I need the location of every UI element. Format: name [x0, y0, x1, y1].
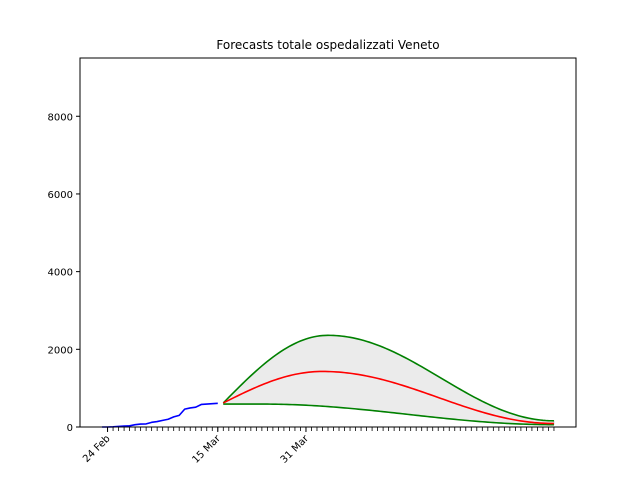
chart-title: Forecasts totale ospedalizzati Veneto [216, 38, 439, 52]
central-forecast-line [222, 370, 554, 425]
observed-line [102, 402, 218, 428]
y-tick-label: 8000 [48, 112, 73, 123]
y-tick-label: 2000 [48, 345, 73, 356]
plot-area [102, 334, 555, 428]
y-tick-label: 0 [67, 423, 73, 434]
y-tick-label: 4000 [48, 268, 73, 279]
y-tick-label: 6000 [48, 190, 73, 201]
lower-bound-line [223, 403, 554, 426]
upper-bound-line [222, 334, 554, 422]
